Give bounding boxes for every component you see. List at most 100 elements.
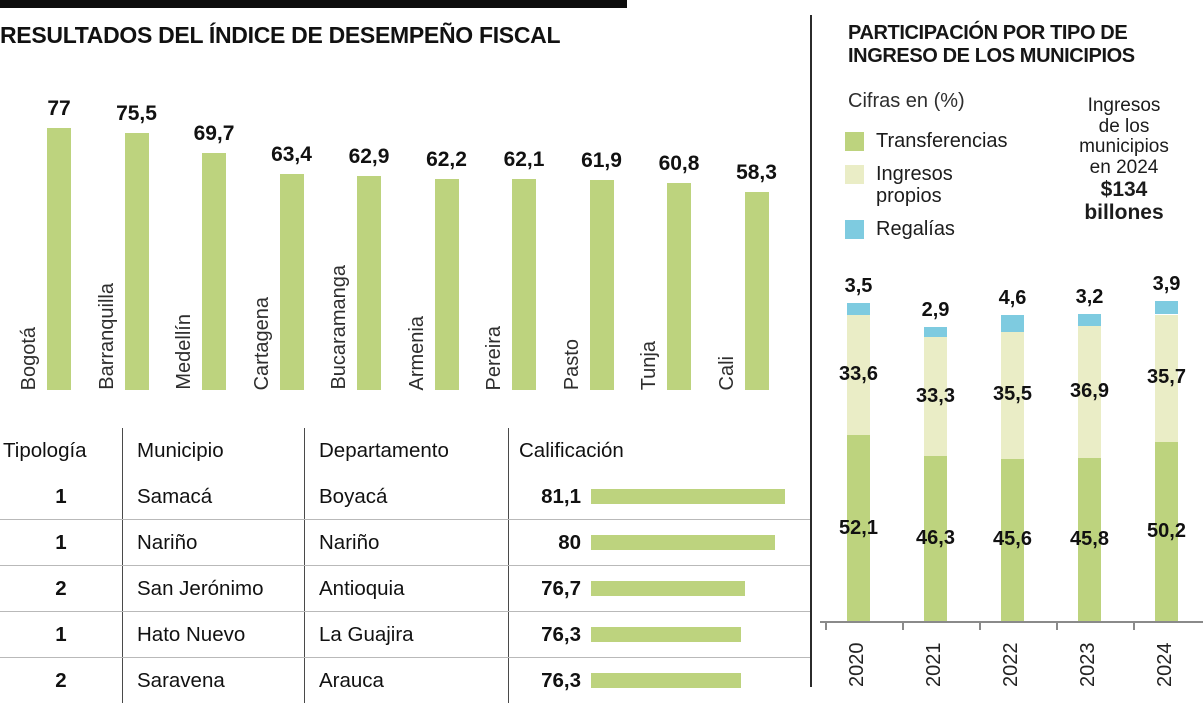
segment-regalias: [924, 326, 947, 338]
year-label: 2023: [1076, 642, 1099, 688]
score-value: 76,7: [541, 576, 581, 600]
score-bar: [591, 489, 786, 504]
segment-transferencias: [1155, 442, 1178, 622]
cell-municipio: San Jerónimo: [123, 566, 305, 611]
cell-tipologia: 2: [0, 566, 123, 611]
label-transferencias: 50,2: [1147, 520, 1186, 543]
x-axis-ticks: [820, 621, 1203, 631]
label-transferencias: 46,3: [916, 527, 955, 550]
segment-transferencias: [924, 456, 947, 622]
segment-ingresos-propios: [847, 315, 870, 436]
cell-tipologia: 1: [0, 520, 123, 565]
cell-municipio: Saravena: [123, 658, 305, 703]
legend-item: Transferencias: [845, 130, 1008, 152]
bar-city-label: Cali: [715, 355, 738, 390]
label-transferencias: 45,8: [1070, 528, 1109, 551]
fiscal-index-bar-chart: 77 Bogotá 75,5 Barranquilla 69,7 Medellín 63,4…: [0, 90, 780, 390]
bar-value-label: 63,4: [271, 143, 312, 167]
chart-legend: Transferencias Ingresos propios Regalías: [845, 130, 1008, 251]
left-chart-title: RESULTADOS DEL ÍNDICE DE DESEMPEÑO FISCA…: [0, 22, 561, 48]
table-header-departamento: Departamento: [305, 428, 509, 474]
segment-regalias: [1155, 300, 1178, 315]
legend-swatch-icon: [845, 132, 864, 151]
bar-group: 75,5 Barranquilla: [78, 90, 157, 390]
cell-departamento: Boyacá: [305, 474, 509, 519]
title-rule: [0, 0, 627, 8]
bar: [667, 183, 691, 390]
cell-calificacion: 76,7: [509, 577, 810, 601]
year-label: 2021: [922, 642, 945, 688]
table-row: 1 Samacá Boyacá 81,1: [0, 474, 810, 519]
bar-value-label: 62,2: [426, 147, 467, 171]
segment-ingresos-propios: [1155, 314, 1178, 443]
label-regalias: 3,5: [844, 274, 873, 297]
bar-value-label: 60,8: [658, 152, 700, 176]
label-regalias: 3,9: [1152, 272, 1181, 295]
stacked-bar-group: 50,2 35,7 3,9: [1126, 265, 1203, 622]
bar-group: 58,3 Cali: [698, 90, 777, 390]
bar-group: 61,9 Pasto: [543, 90, 622, 390]
bar: [202, 153, 226, 390]
segment-ingresos-propios: [924, 337, 947, 457]
table-row: 2 San Jerónimo Antioquia 76,7: [0, 565, 810, 611]
bar-value-label: 61,9: [581, 148, 622, 172]
segment-ingresos-propios: [1001, 331, 1024, 459]
table-header-calificacion: Calificación: [519, 439, 624, 462]
right-chart-title: PARTICIPACIÓN POR TIPO DE INGRESO DE LOS…: [848, 22, 1135, 67]
bar-group: 62,2 Armenia: [388, 90, 467, 390]
year-label: 2020: [845, 642, 868, 688]
x-axis-year-labels: 2020 2021 2022 2023 2024: [818, 632, 1203, 688]
segment-transferencias: [847, 435, 870, 622]
table-header-row: Tipología Municipio Departamento Calificaci…: [0, 428, 810, 474]
year-column: 2023: [1049, 632, 1126, 688]
panel-divider: [810, 15, 812, 687]
legend-item: Regalías: [845, 218, 995, 240]
score-bar: [591, 673, 741, 688]
bar-group: 62,1 Pereira: [465, 90, 544, 390]
segment-regalias: [847, 302, 870, 316]
table-row: 2 Saravena Arauca 76,3: [0, 657, 810, 703]
stacked-bar-group: 46,3 33,3 2,9: [895, 265, 972, 622]
label-ingresos-propios: 35,5: [993, 383, 1032, 406]
annotation-line: en 2024: [1089, 156, 1159, 178]
bar: [434, 178, 459, 390]
annotation-highlight-line: billones: [1084, 201, 1164, 224]
cell-calificacion: 80: [509, 531, 810, 555]
axis-tick-icon: [979, 621, 981, 630]
score-value: 81,1: [541, 484, 581, 508]
axis-tick-icon: [1056, 621, 1058, 630]
bar-value-label: 62,9: [348, 145, 390, 169]
cell-tipologia: 1: [0, 612, 123, 657]
segment-transferencias: [1078, 458, 1101, 622]
bar: [47, 128, 71, 390]
bar-value-label: 77: [47, 97, 71, 121]
legend-label: Transferencias: [876, 130, 1008, 152]
label-ingresos-propios: 33,3: [916, 384, 955, 407]
bar-value-label: 62,1: [503, 147, 545, 171]
cell-municipio: Hato Nuevo: [123, 612, 305, 657]
cell-calificacion: 81,1: [509, 485, 810, 509]
segment-regalias: [1001, 315, 1024, 332]
units-note: Cifras en (%): [848, 90, 965, 112]
year-column: 2021: [895, 632, 972, 688]
segment-regalias: [1078, 314, 1101, 326]
cell-departamento: Antioquia: [305, 566, 509, 611]
bar-city-label: Bucaramanga: [328, 265, 350, 390]
annotation-line: municipios: [1079, 136, 1169, 157]
bar-group: 63,4 Cartagena: [233, 90, 312, 390]
segment-transferencias: [1001, 458, 1024, 622]
cell-tipologia: 1: [0, 474, 123, 519]
axis-tick-icon: [902, 621, 904, 630]
table-row: 1 Nariño Nariño 80: [0, 519, 810, 565]
bar: [589, 179, 614, 390]
cell-municipio: Nariño: [123, 520, 305, 565]
year-column: 2024: [1126, 632, 1203, 688]
bar-city-label: Barranquilla: [95, 283, 118, 390]
score-bar: [591, 627, 741, 642]
income-stacked-bar-chart: 52,1 33,6 3,5 46,3 33,3 2,9 45,6 35,5 4,6 45,8 36,…: [818, 265, 1203, 622]
legend-label: Ingresos propios: [876, 163, 953, 207]
bar-city-label: Medellín: [173, 314, 195, 390]
legend-swatch-icon: [845, 165, 864, 184]
stacked-bar-group: 45,6 35,5 4,6: [972, 265, 1049, 622]
score-value: 80: [558, 530, 581, 554]
